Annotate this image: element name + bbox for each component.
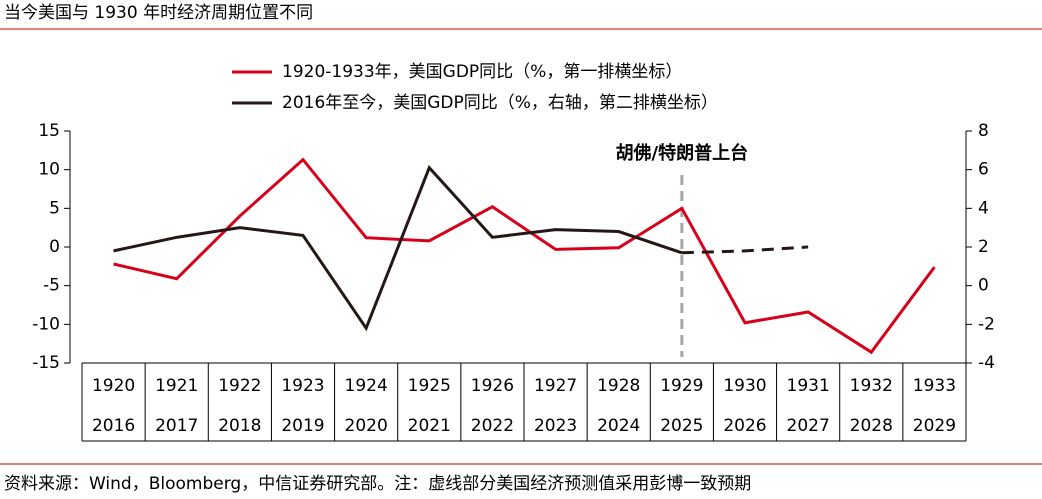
x-tick-label: 1928 <box>597 376 640 396</box>
x2-tick-label: 2017 <box>155 416 198 436</box>
y-tick-label: 10 <box>38 160 60 180</box>
x-tick-label: 1929 <box>660 376 703 396</box>
y2-tick-label: -2 <box>978 314 995 334</box>
y-tick-label: -15 <box>32 353 60 373</box>
x-tick-label: 1931 <box>787 376 830 396</box>
x-tick-label: 1927 <box>534 376 577 396</box>
chart-title: 当今美国与 1930 年时经济周期位置不同 <box>4 3 313 23</box>
x2-tick-label: 2020 <box>345 416 388 436</box>
y-tick-label: -5 <box>43 276 60 296</box>
y-tick-label: 15 <box>38 121 60 141</box>
x-tick-label: 1923 <box>281 376 324 396</box>
x2-tick-label: 2028 <box>850 416 893 436</box>
y2-tick-label: 6 <box>978 160 989 180</box>
forecast-line <box>681 245 809 255</box>
x-tick-label: 1925 <box>408 376 451 396</box>
x2-tick-label: 2027 <box>787 416 830 436</box>
y-tick-label: 0 <box>49 237 60 257</box>
x2-tick-label: 2021 <box>408 416 451 436</box>
x-tick-label: 1932 <box>850 376 893 396</box>
footnote: 资料来源：Wind，Bloomberg，中信证券研究部。注：虚线部分美国经济预测… <box>4 474 751 494</box>
x2-tick-label: 2029 <box>913 416 956 436</box>
x2-tick-label: 2019 <box>281 416 324 436</box>
x-tick-label: 1922 <box>218 376 261 396</box>
y2-tick-label: 8 <box>978 121 989 141</box>
x-tick-label: 1924 <box>345 376 388 396</box>
y-tick-label: -10 <box>32 314 60 334</box>
x2-tick-label: 2026 <box>723 416 766 436</box>
series-line <box>113 164 683 332</box>
x2-tick-label: 2016 <box>92 416 135 436</box>
x2-tick-label: 2023 <box>534 416 577 436</box>
x2-tick-label: 2022 <box>471 416 514 436</box>
x-tick-label: 1933 <box>913 376 956 396</box>
y2-tick-label: 0 <box>978 276 989 296</box>
x2-tick-label: 2018 <box>218 416 261 436</box>
legend-label: 1920-1933年，美国GDP同比（%，第一排横坐标） <box>282 62 682 82</box>
legend-label: 2016年至今，美国GDP同比（%，右轴，第二排横坐标） <box>282 93 718 113</box>
x2-tick-label: 2025 <box>660 416 703 436</box>
y2-tick-label: -4 <box>978 353 995 373</box>
x-tick-label: 1921 <box>155 376 198 396</box>
x-tick-label: 1920 <box>92 376 135 396</box>
y2-tick-label: 4 <box>978 198 989 218</box>
x2-tick-label: 2024 <box>597 416 640 436</box>
x-tick-label: 1926 <box>471 376 514 396</box>
x-tick-label: 1930 <box>723 376 766 396</box>
annotation: 胡佛/特朗普上台 <box>616 142 749 164</box>
y2-tick-label: 2 <box>978 237 989 257</box>
series-line <box>113 157 936 355</box>
y-tick-label: 5 <box>49 198 60 218</box>
